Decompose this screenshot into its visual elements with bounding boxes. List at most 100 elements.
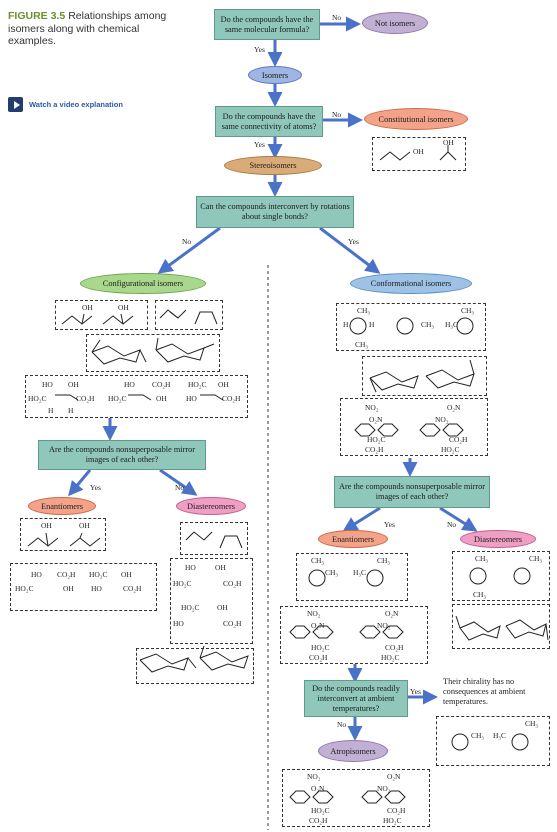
chem-ho: HO xyxy=(185,563,196,572)
oval-isomers: Isomers xyxy=(248,66,302,84)
chem-h: H xyxy=(369,320,375,329)
chem-o2n: O₂N xyxy=(311,621,325,630)
newman-projections-conform xyxy=(349,317,474,335)
chem-ch3: CH₃ xyxy=(311,556,325,565)
chem-h: H xyxy=(343,320,349,329)
chem-ho2c: HO₂C xyxy=(383,816,402,825)
chem-co2h: CO₂H xyxy=(123,584,142,593)
chem-ho2c: HO₂C xyxy=(108,394,127,403)
chem-o2n: O₂N xyxy=(385,609,399,618)
chem-ho2c: HO₂C xyxy=(181,603,200,612)
oval-diastereomers-right: Diastereomers xyxy=(460,530,536,548)
example-butanol: OH OH xyxy=(55,300,148,330)
chem-oh: OH xyxy=(121,570,132,579)
edge-label-rotation-no: No xyxy=(182,237,192,246)
chem-co2h: CO₂H xyxy=(387,806,406,815)
oval-atropisomers: Atropisomers xyxy=(318,740,388,762)
oval-conformational: Conformational isomers xyxy=(350,273,472,294)
edge-label-interconvert-no: No xyxy=(337,720,347,729)
left-enantiomer-molecules xyxy=(27,532,101,547)
chem-no2: NO₂ xyxy=(365,403,379,412)
newman-projections-enant xyxy=(308,569,384,587)
oval-diastereomers-left: Diastereomers xyxy=(176,497,246,515)
chem-h: H xyxy=(68,406,74,415)
newman-projections-chirality xyxy=(451,733,529,751)
video-link[interactable]: Watch a video explanation xyxy=(8,97,123,112)
question-mirror-right: Are the compounds nonsuperposable mirror… xyxy=(334,476,490,508)
alkene-pair xyxy=(159,309,218,325)
chem-h3c: H₃C xyxy=(493,731,507,740)
chem-h: H xyxy=(48,406,54,415)
edge-label-formula-yes: Yes xyxy=(254,45,265,54)
figure-caption-text: Relationships among isomers along with c… xyxy=(8,10,167,47)
chem-no2: NO₂ xyxy=(307,609,321,618)
chem-ho: HO xyxy=(91,584,102,593)
video-link-label[interactable]: Watch a video explanation xyxy=(29,100,123,109)
arrows xyxy=(68,16,478,741)
oval-configurational: Configurational isomers xyxy=(80,273,206,294)
chem-ch3: CH₃ xyxy=(377,556,391,565)
edge-label-left-mirror-yes: Yes xyxy=(90,483,101,492)
chem-ch3: CH₃ xyxy=(525,719,539,728)
biphenyl-pair-conform xyxy=(354,423,464,437)
chem-ch3: CH₃ xyxy=(421,320,435,329)
example-newman-enant: CH₃ CH₃ H₃C CH₃ xyxy=(296,553,408,601)
chem-ho: HO xyxy=(42,380,53,389)
chem-ch3: CH₃ xyxy=(475,554,489,563)
chem-no2: NO₂ xyxy=(377,621,391,630)
chem-ch3: CH₃ xyxy=(355,340,369,349)
chem-co2h: CO₂H xyxy=(365,445,384,454)
arrow-rotation-no xyxy=(157,226,221,274)
example-alkenes xyxy=(155,300,223,330)
chem-ho2c: HO₂C xyxy=(311,806,330,815)
chem-co2h: CO₂H xyxy=(223,619,242,628)
chirality-note: Their chirality has no consequences at a… xyxy=(443,677,526,706)
example-enantiomers-left: OH OH xyxy=(20,518,106,551)
example-newman-chirality: CH₃ H₃C CH₃ xyxy=(436,716,550,766)
chem-ch3: CH₃ xyxy=(471,731,485,740)
edge-label-right-mirror-yes: Yes xyxy=(384,520,395,529)
figure-caption: FIGURE 3.5 Relationships among isomers al… xyxy=(8,10,188,48)
chem-ho2c: HO₂C xyxy=(173,579,192,588)
edge-label-formula-no: No xyxy=(332,13,342,22)
chem-ch3: CH₃ xyxy=(357,306,371,315)
chem-co2h: CO₂H xyxy=(222,394,241,403)
chem-ho2c: HO₂C xyxy=(311,643,330,652)
chem-co2h: CO₂H xyxy=(385,643,404,652)
arrow-right-mirror-yes xyxy=(342,506,381,532)
cyclohexane-pair-config xyxy=(91,337,215,365)
edge-label-interconvert-yes: Yes xyxy=(410,687,421,696)
edge-label-connectivity-yes: Yes xyxy=(254,140,265,149)
oval-constitutional: Constitutional isomers xyxy=(364,108,468,130)
example-newman-conform: CH₃ H H CH₃ CH₃ H₃C CH₃ xyxy=(336,303,486,351)
chem-oh: OH xyxy=(82,303,93,312)
example-tartaric-enant: HO CO₂H HO₂C OH HO₂C OH HO CO₂H xyxy=(10,563,157,611)
arrow-right-mirror-no xyxy=(439,506,478,532)
example-cyclohexanes-conform xyxy=(362,356,487,396)
chem-o2n: O₂N xyxy=(447,403,461,412)
play-icon[interactable] xyxy=(8,97,23,112)
chem-oh: OH xyxy=(156,394,167,403)
chem-ho: HO xyxy=(124,380,135,389)
chem-ho2c: HO₂C xyxy=(367,435,386,444)
question-same-connectivity: Do the compounds have the same connectiv… xyxy=(215,106,323,137)
chem-co2h: CO₂H xyxy=(152,380,171,389)
chem-oh: OH xyxy=(79,521,90,530)
example-cyclohexanes-diast-right xyxy=(452,604,550,649)
biphenyl-pair-enant xyxy=(289,625,404,639)
oval-stereoisomers: Stereoisomers xyxy=(224,156,322,175)
chem-ch3: CH₃ xyxy=(529,554,543,563)
chem-oh: OH xyxy=(443,138,454,147)
example-biphenyl-conform: NO₂ O₂N HO₂C CO₂H O₂N NO₂ CO₂H HO₂C xyxy=(340,398,488,456)
biphenyl-pair-atrop xyxy=(289,790,406,804)
example-tartaric-diast: HO OH HO₂C CO₂H HO₂C OH HO CO₂H xyxy=(170,558,253,644)
edge-label-right-mirror-no: No xyxy=(447,520,457,529)
arrow-left-mirror-no xyxy=(159,468,198,496)
chem-co2h: CO₂H xyxy=(76,394,95,403)
newman-projections-diast xyxy=(469,567,531,585)
chem-oh: OH xyxy=(118,303,129,312)
question-mirror-left: Are the compounds nonsuperposable mirror… xyxy=(38,440,206,470)
butanol-pair-left xyxy=(61,313,134,325)
chem-ho2c: HO₂C xyxy=(89,570,108,579)
chem-h3c: H₃C xyxy=(445,320,459,329)
